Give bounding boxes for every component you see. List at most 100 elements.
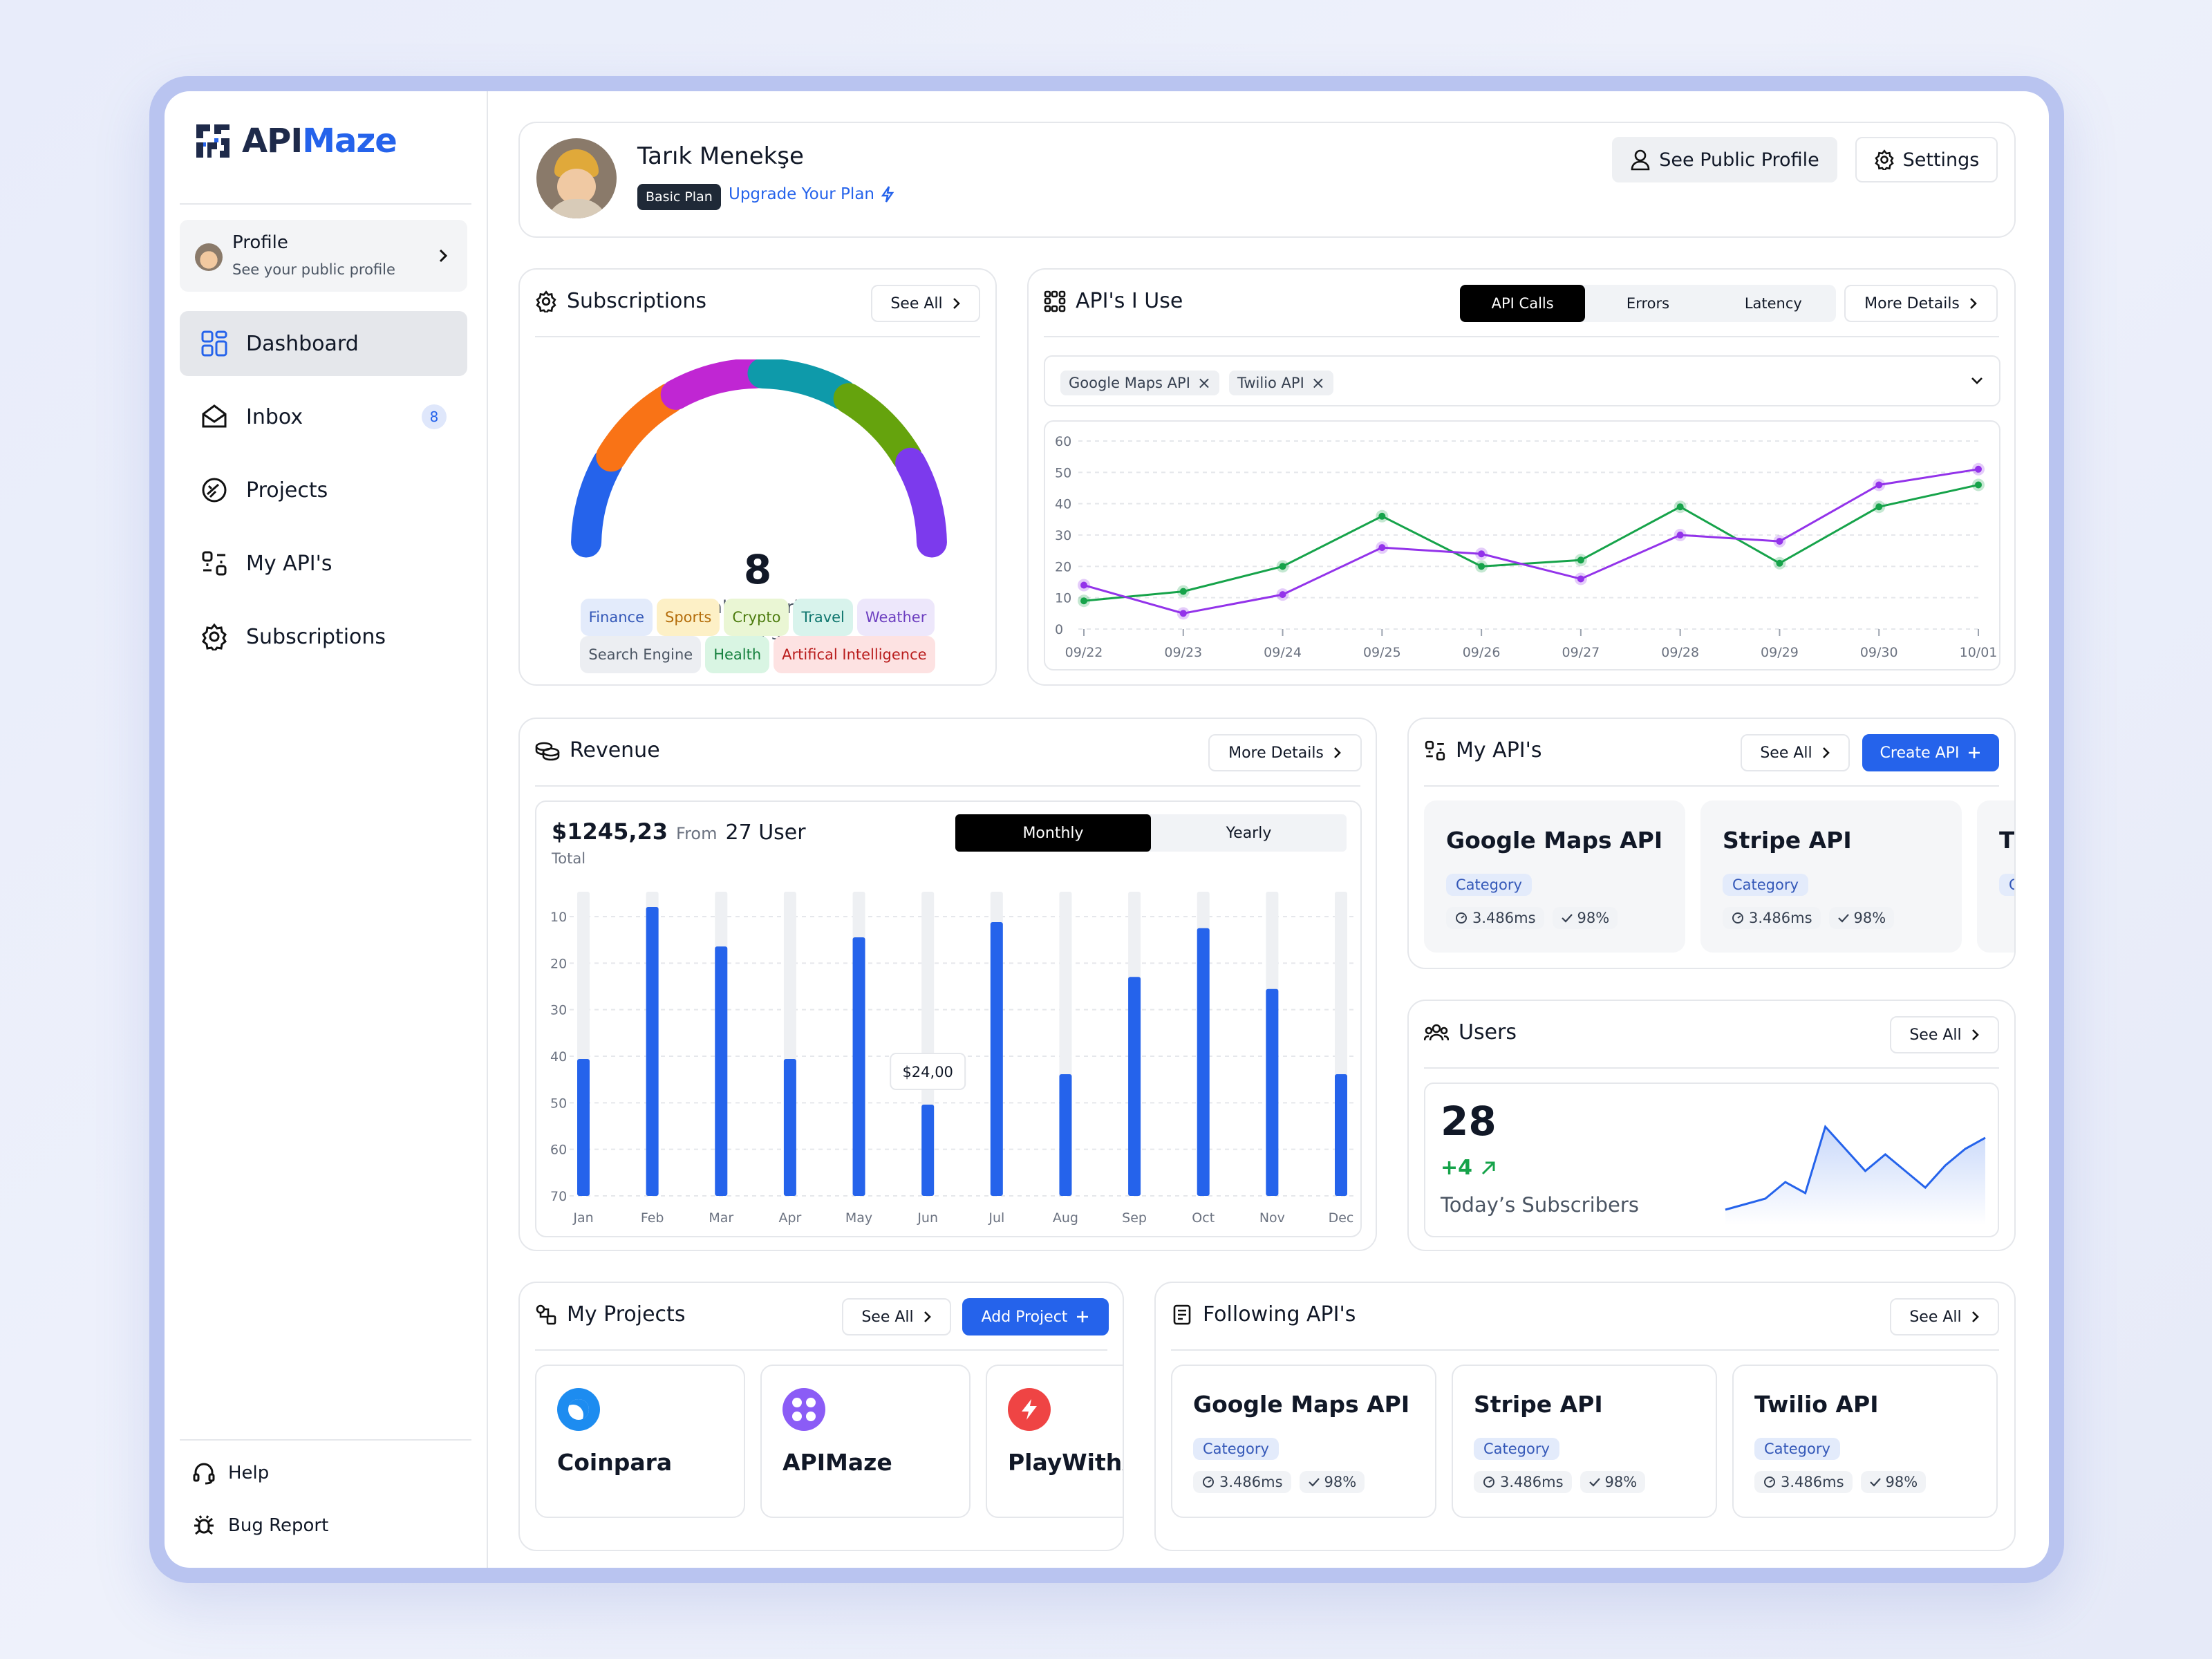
api-filter-chip[interactable]: Twilio API ×	[1229, 371, 1333, 395]
data-point[interactable]	[1179, 610, 1187, 617]
data-point[interactable]	[1577, 556, 1584, 564]
sidebar-item-my-apis[interactable]: My API's	[180, 531, 467, 596]
more-details-button[interactable]: More Details	[1844, 285, 1998, 322]
data-point[interactable]	[1080, 597, 1087, 605]
coins-icon	[535, 742, 560, 760]
settings-button[interactable]: Settings	[1855, 137, 1998, 182]
sidebar-item-subscriptions[interactable]: Subscriptions	[180, 604, 467, 669]
project-name: Coinpara	[557, 1449, 673, 1476]
project-card[interactable]: PlayWithA	[986, 1365, 1123, 1518]
bar[interactable]	[1197, 928, 1210, 1196]
data-point[interactable]	[1378, 544, 1386, 552]
see-all-button[interactable]: See All	[1890, 1298, 1999, 1335]
tab-api-calls[interactable]: API Calls	[1460, 285, 1586, 322]
apis-i-use-title: API's I Use	[1076, 289, 1183, 313]
api-card[interactable]: Stripe API Category 3.486ms 98%	[1700, 800, 1962, 953]
gauge-segment	[660, 359, 771, 410]
api-card[interactable]: Twilio API Category 3.486ms 98%	[1732, 1365, 1998, 1518]
data-point[interactable]	[1975, 481, 1982, 489]
data-point[interactable]	[1080, 581, 1087, 589]
card-title: Revenue	[535, 738, 660, 762]
chevron-right-icon	[953, 298, 960, 309]
sidebar-help[interactable]: Help	[192, 1461, 269, 1485]
category-tag[interactable]: Sports	[657, 599, 720, 636]
api-card[interactable]: Google Maps API Category 3.486ms 98%	[1424, 800, 1685, 953]
tab-latency[interactable]: Latency	[1744, 295, 1802, 312]
add-project-button[interactable]: Add Project	[962, 1298, 1109, 1335]
data-point[interactable]	[1776, 538, 1783, 545]
sidebar-item-inbox[interactable]: Inbox 8	[180, 384, 467, 449]
data-point[interactable]	[1676, 503, 1684, 511]
data-point[interactable]	[1378, 512, 1386, 520]
more-details-button[interactable]: More Details	[1208, 734, 1362, 771]
gauge-segment	[895, 447, 947, 558]
see-all-button[interactable]: See All	[871, 285, 980, 322]
see-all-button[interactable]: See All	[1890, 1016, 1999, 1053]
bar[interactable]	[1128, 977, 1141, 1196]
data-point[interactable]	[1478, 550, 1485, 558]
x-tick-label: 09/24	[1264, 645, 1302, 660]
see-public-profile-button[interactable]: See Public Profile	[1612, 137, 1837, 182]
bar[interactable]	[1335, 1074, 1347, 1196]
api-card[interactable]: T C	[1977, 800, 2014, 953]
data-point[interactable]	[1478, 563, 1485, 570]
data-point[interactable]	[1776, 559, 1783, 567]
chevron-down-icon	[1971, 377, 1983, 384]
bar[interactable]	[990, 922, 1003, 1196]
bar[interactable]	[1266, 988, 1279, 1196]
project-card[interactable]: Coinpara	[535, 1365, 745, 1518]
upgrade-plan-link[interactable]: Upgrade Your Plan	[729, 185, 895, 203]
create-api-button[interactable]: Create API	[1862, 734, 1999, 771]
profile-card[interactable]: Profile See your public profile	[180, 220, 467, 292]
check-icon	[1308, 1478, 1320, 1487]
sidebar-bug-report[interactable]: Bug Report	[192, 1514, 328, 1537]
api-filter-chip[interactable]: Google Maps API ×	[1060, 371, 1219, 395]
api-name: Stripe API	[1474, 1391, 1603, 1418]
category-tag[interactable]: Finance	[580, 599, 653, 636]
bar[interactable]	[783, 1059, 796, 1196]
data-point[interactable]	[1279, 591, 1286, 599]
sidebar-item-dashboard[interactable]: Dashboard	[180, 311, 467, 376]
button-label: See All	[1909, 1308, 1962, 1326]
see-all-button[interactable]: See All	[1741, 734, 1850, 771]
bar[interactable]	[646, 907, 659, 1196]
api-filter-select[interactable]: Google Maps API × Twilio API ×	[1044, 355, 2000, 406]
bar[interactable]	[715, 946, 728, 1196]
users-count: 28	[1441, 1098, 1497, 1145]
bar[interactable]	[1059, 1074, 1072, 1196]
tab-yearly[interactable]: Yearly	[1226, 824, 1272, 842]
project-card[interactable]: APIMaze	[760, 1365, 971, 1518]
category-tag[interactable]: Artifical Intelligence	[774, 636, 935, 673]
see-all-button[interactable]: See All	[842, 1298, 951, 1335]
tab-monthly[interactable]: Monthly	[955, 814, 1151, 852]
sidebar-item-projects[interactable]: Projects	[180, 458, 467, 523]
api-card[interactable]: Google Maps API Category 3.486ms 98%	[1171, 1365, 1436, 1518]
api-card[interactable]: Stripe API Category 3.486ms 98%	[1452, 1365, 1717, 1518]
close-icon[interactable]: ×	[1197, 373, 1211, 393]
category-tag[interactable]: Crypto	[724, 599, 789, 636]
button-label: See All	[1909, 1026, 1962, 1044]
brand-logo[interactable]: APIMaze	[194, 122, 397, 160]
category-tag[interactable]: Travel	[793, 599, 853, 636]
bar[interactable]	[921, 1105, 935, 1196]
data-point[interactable]	[1179, 588, 1187, 595]
category-tag[interactable]: Weather	[856, 599, 935, 636]
button-label: See Public Profile	[1659, 149, 1819, 171]
close-icon[interactable]: ×	[1311, 373, 1325, 393]
line-chart-panel: 0 10 20 30 40 50 60 09/22 09/23 09/24 09/25 09/26 09…	[1044, 420, 2000, 671]
data-point[interactable]	[1676, 532, 1684, 538]
button-label: Settings	[1902, 149, 1980, 171]
bar[interactable]	[577, 1059, 590, 1196]
data-point[interactable]	[1279, 563, 1286, 570]
data-point[interactable]	[1875, 503, 1883, 511]
category-tag[interactable]: Health	[705, 636, 770, 673]
bar[interactable]	[852, 937, 865, 1196]
data-point[interactable]	[1875, 481, 1883, 489]
playwith-logo-icon	[1008, 1388, 1051, 1431]
category-tag[interactable]: Search Engine	[580, 636, 702, 673]
coinpara-logo-icon	[557, 1388, 600, 1431]
data-point[interactable]	[1577, 575, 1584, 583]
tab-errors[interactable]: Errors	[1626, 295, 1670, 312]
data-point[interactable]	[1975, 465, 1982, 473]
avatar[interactable]	[536, 138, 617, 218]
